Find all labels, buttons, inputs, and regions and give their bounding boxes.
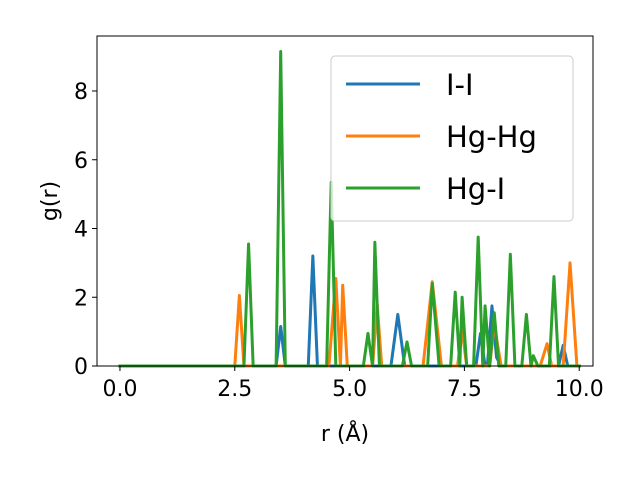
x-tick-label: 2.5 — [217, 377, 252, 402]
x-axis: 0.0 2.5 5.0 7.5 10.0 — [102, 366, 604, 402]
x-tick-label: 5.0 — [332, 377, 367, 402]
series-line-2 — [118, 49, 581, 368]
x-tick-label: 0.0 — [102, 377, 137, 402]
legend-label-1: Hg-Hg — [446, 120, 537, 154]
x-tick-label: 10.0 — [555, 377, 604, 402]
y-tick-label: 4 — [74, 218, 88, 243]
legend-label-0: I-I — [446, 68, 474, 102]
y-axis: 0 2 4 6 8 — [74, 80, 97, 380]
x-axis-label: r (Å) — [321, 420, 369, 447]
x-tick-label: 7.5 — [447, 377, 482, 402]
legend: I-I Hg-Hg Hg-I — [330, 55, 574, 222]
y-tick-label: 0 — [74, 355, 88, 380]
y-tick-label: 8 — [74, 80, 88, 105]
y-tick-label: 2 — [74, 286, 88, 311]
y-axis-label: g(r) — [38, 181, 63, 221]
plot-frame — [96, 35, 594, 367]
y-tick-label: 6 — [74, 149, 88, 174]
legend-label-2: Hg-I — [446, 172, 505, 206]
legend-box — [330, 55, 574, 222]
